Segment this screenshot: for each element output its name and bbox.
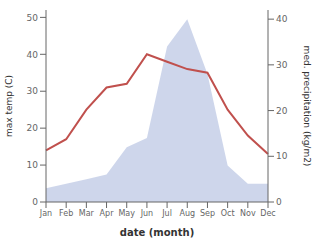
svg-text:40: 40 <box>276 14 288 24</box>
svg-text:30: 30 <box>27 86 39 96</box>
svg-text:20: 20 <box>27 123 39 133</box>
svg-text:date (month): date (month) <box>120 227 194 238</box>
svg-text:Oct: Oct <box>221 209 235 218</box>
svg-text:Jun: Jun <box>140 209 154 218</box>
svg-text:10: 10 <box>276 151 288 161</box>
svg-text:0: 0 <box>32 197 38 207</box>
svg-text:med. precipitation (kg/m2): med. precipitation (kg/m2) <box>302 46 310 167</box>
svg-text:Jan: Jan <box>39 209 52 218</box>
svg-text:May: May <box>118 209 135 218</box>
svg-text:Feb: Feb <box>59 209 73 218</box>
svg-text:Apr: Apr <box>100 209 115 218</box>
svg-text:40: 40 <box>27 50 39 60</box>
svg-text:Nov: Nov <box>240 209 256 218</box>
svg-text:Dec: Dec <box>260 209 275 218</box>
svg-text:Jul: Jul <box>161 209 172 218</box>
svg-text:30: 30 <box>276 60 288 70</box>
svg-text:10: 10 <box>27 160 39 170</box>
svg-text:50: 50 <box>27 13 39 23</box>
svg-text:20: 20 <box>276 106 288 116</box>
svg-text:Sep: Sep <box>200 209 215 218</box>
svg-text:max temp (C): max temp (C) <box>8 75 14 137</box>
svg-text:0: 0 <box>276 197 282 207</box>
svg-text:Mar: Mar <box>79 209 95 218</box>
svg-text:Aug: Aug <box>179 209 195 218</box>
